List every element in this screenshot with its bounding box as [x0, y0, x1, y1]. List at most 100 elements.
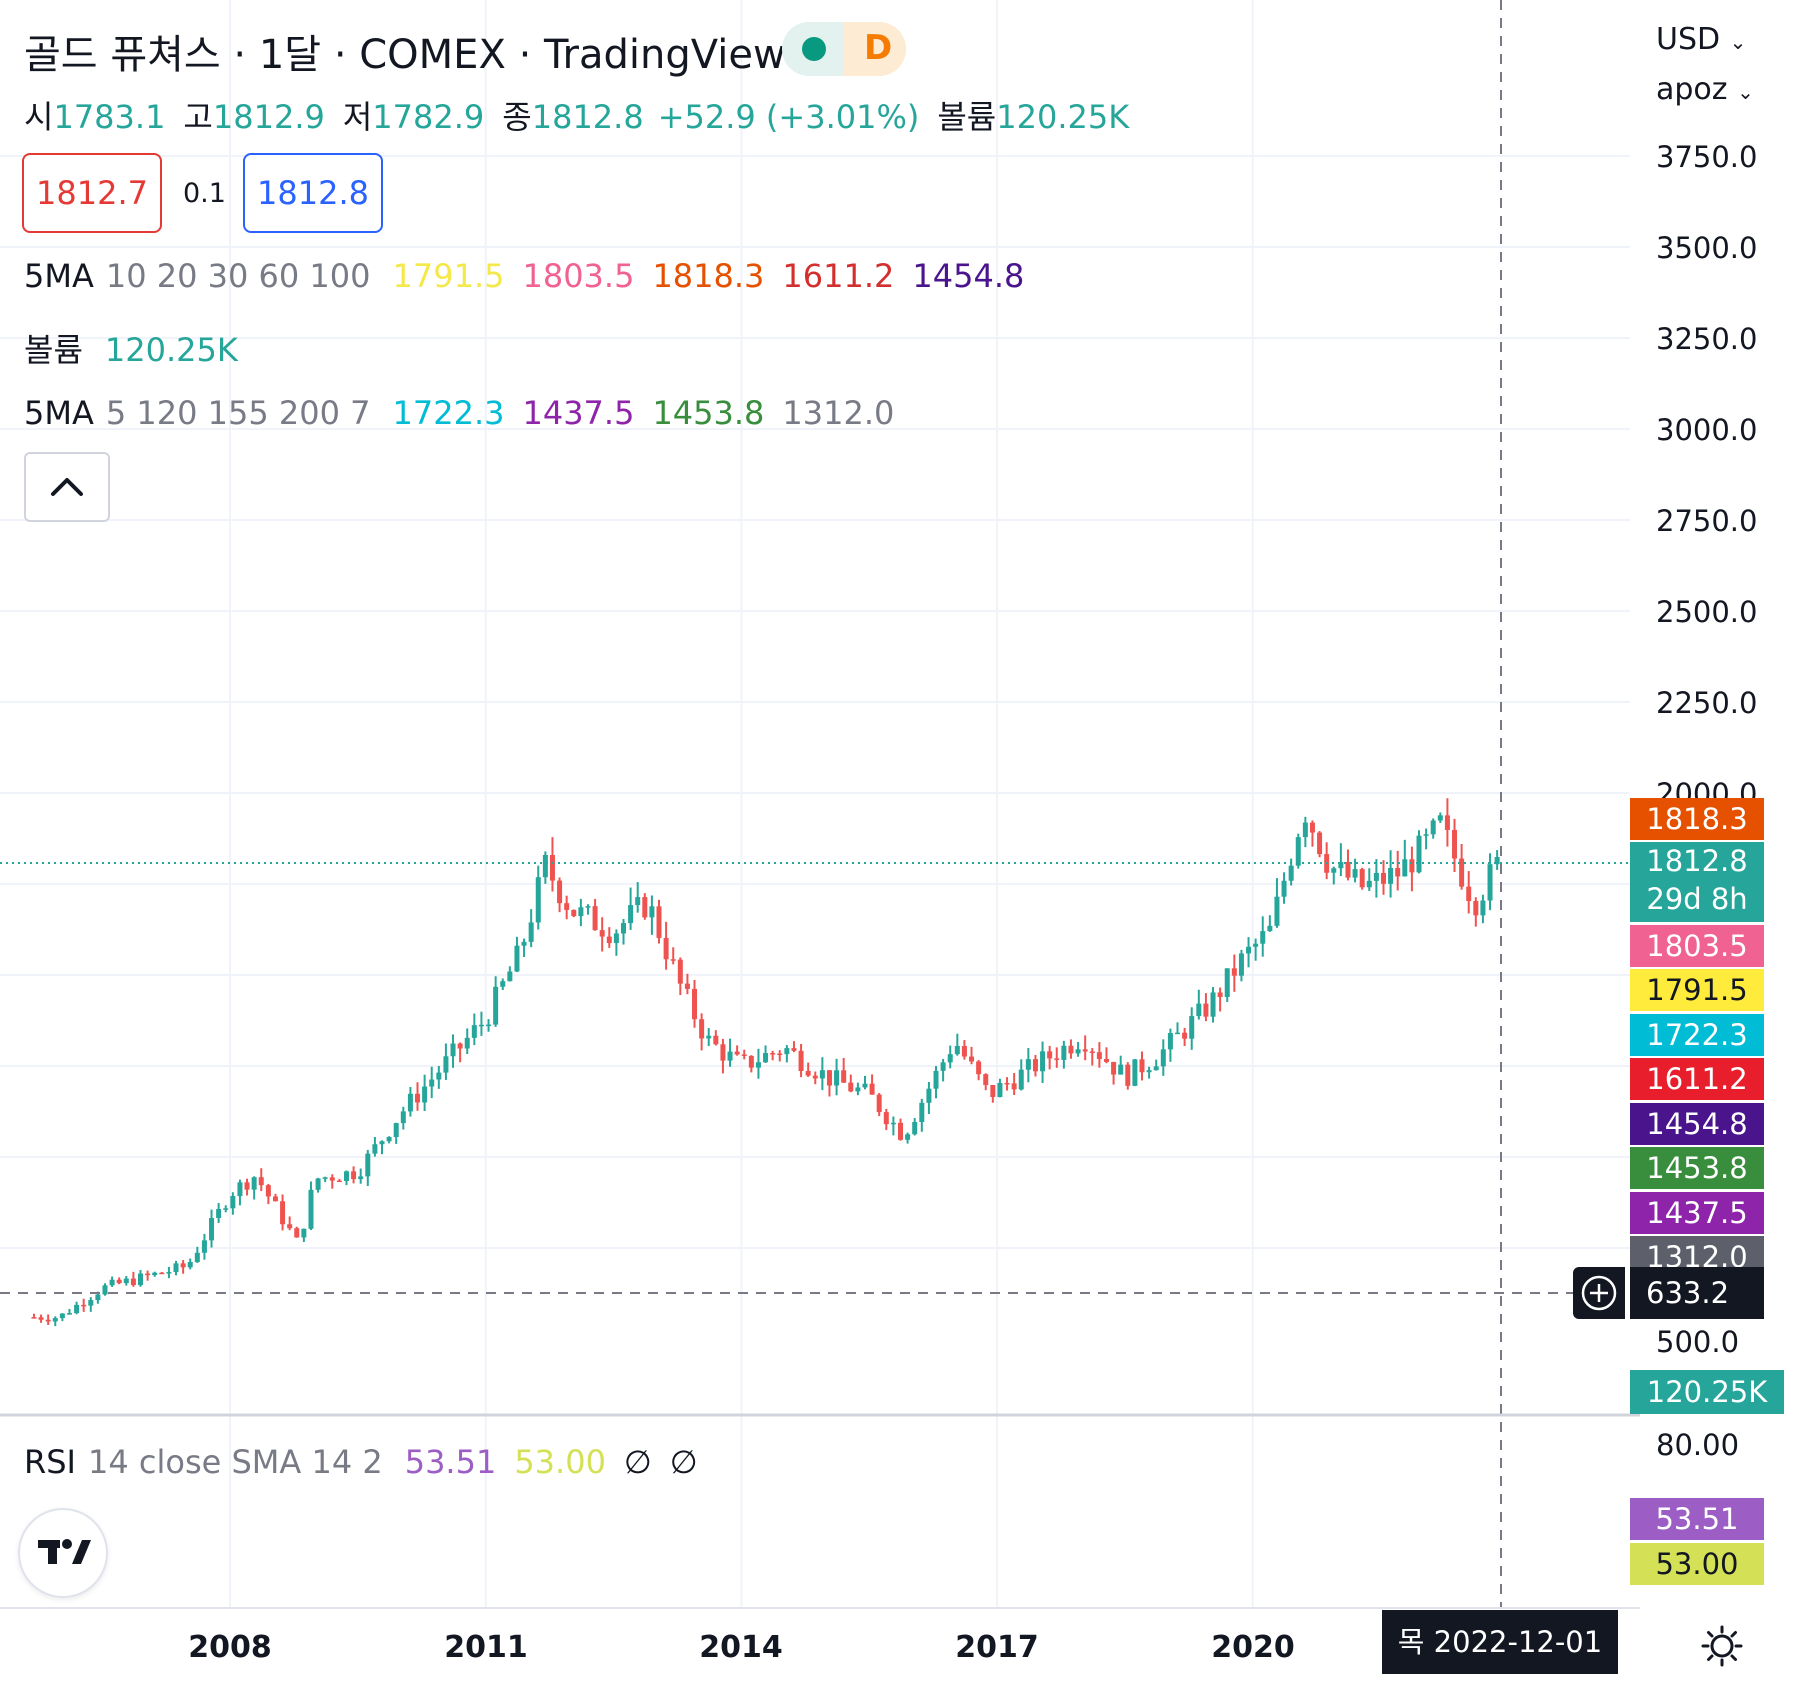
crosshair-add-button[interactable] — [1573, 1267, 1625, 1319]
candle-body — [237, 1182, 243, 1197]
ma-value: 1722.3 — [392, 394, 505, 432]
candle-body — [1111, 1061, 1117, 1075]
candle-body — [1103, 1058, 1109, 1062]
candle-body — [138, 1273, 144, 1286]
time-axis-tick: 2017 — [955, 1630, 1039, 1665]
candle-body — [1146, 1070, 1152, 1073]
collapse-legend-button[interactable] — [24, 452, 110, 522]
price-axis-tick: 2250.0 — [1656, 686, 1758, 720]
chevron-down-icon: ⌄ — [1729, 30, 1747, 54]
ma-value: 1454.8 — [912, 257, 1025, 295]
candle-body — [1061, 1045, 1067, 1060]
sell-button[interactable]: 1812.7 — [22, 153, 162, 233]
price-axis-tick: 3750.0 — [1656, 140, 1758, 174]
candle-body — [1416, 835, 1422, 873]
price-axis-tick: 3000.0 — [1656, 413, 1758, 447]
ma-value: 1818.3 — [652, 257, 765, 295]
volume-indicator-legend[interactable]: 볼륨 120.25K — [24, 325, 238, 371]
price-tag-ma5: 1722.3 — [1630, 1014, 1764, 1056]
candle-body — [159, 1272, 165, 1275]
candle-body — [351, 1171, 357, 1180]
candle-body — [1096, 1052, 1102, 1059]
candle-body — [1380, 872, 1386, 884]
candle-body — [777, 1053, 783, 1056]
candle-body — [1040, 1051, 1046, 1072]
candle-body — [1246, 946, 1252, 954]
price-tag-ma120: 1437.5 — [1630, 1192, 1764, 1234]
tradingview-logo-icon[interactable] — [18, 1508, 108, 1598]
rsi-sma-tag: 53.00 — [1630, 1543, 1764, 1585]
volume-indicator-value: 120.25K — [104, 331, 238, 369]
candle-body — [1196, 1003, 1202, 1017]
candle-body — [336, 1180, 342, 1183]
candle-body — [613, 933, 619, 944]
candle-body — [692, 988, 698, 1020]
candle-body — [1175, 1032, 1181, 1035]
time-axis-tick: 2020 — [1211, 1630, 1295, 1665]
indicator-name: 5MA — [24, 257, 94, 295]
candle-body — [1075, 1049, 1081, 1054]
candle-body — [947, 1054, 953, 1063]
candle-body — [102, 1285, 108, 1295]
candle-body — [834, 1070, 840, 1086]
rsi-sma-value: 53.00 — [514, 1443, 606, 1481]
candle-body — [592, 906, 598, 931]
candle-body — [599, 930, 605, 937]
candle-body — [1238, 953, 1244, 976]
candle-body — [1281, 880, 1287, 897]
price-tag-ma20: 1803.5 — [1630, 925, 1764, 967]
candle-body — [400, 1111, 406, 1124]
user-label: apoz — [1656, 72, 1728, 107]
candle-body — [1210, 992, 1216, 1017]
candle-body — [912, 1122, 918, 1135]
candle-body — [393, 1123, 399, 1138]
candle-body — [365, 1153, 371, 1177]
rsi-axis-tick: 80.00 — [1656, 1428, 1740, 1462]
candle-body — [1267, 925, 1273, 932]
currency-selector[interactable]: USD ⌄ — [1656, 22, 1746, 57]
buy-button[interactable]: 1812.8 — [243, 153, 383, 233]
candle-body — [201, 1240, 207, 1253]
ma-value: 1611.2 — [782, 257, 895, 295]
candle-body — [557, 880, 563, 904]
candle-body — [1047, 1051, 1053, 1059]
candle-body — [74, 1304, 80, 1314]
candle-body — [507, 971, 513, 982]
user-selector[interactable]: apoz ⌄ — [1656, 72, 1754, 107]
candle-body — [997, 1082, 1003, 1098]
ma2-indicator-legend[interactable]: 5MA 5 120 155 200 7 1722.3 1437.5 1453.8… — [24, 394, 894, 432]
candle-body — [869, 1083, 875, 1095]
open-label: 시 — [24, 98, 54, 136]
candle-body — [606, 936, 612, 944]
candle-body — [656, 906, 662, 938]
candle-body — [1317, 832, 1323, 855]
market-status-badge[interactable]: D — [782, 22, 906, 76]
candle-body — [1032, 1059, 1038, 1072]
candle-body — [841, 1070, 847, 1083]
candle-body — [848, 1082, 854, 1092]
chart-settings-button[interactable] — [1700, 1624, 1744, 1668]
candle-body — [1402, 859, 1408, 877]
indicator-params: 10 20 30 60 100 — [105, 257, 371, 295]
candle-body — [1452, 829, 1458, 859]
candle-body — [855, 1087, 861, 1092]
ma-indicator-legend[interactable]: 5MA 10 20 30 60 100 1791.5 1803.5 1818.3… — [24, 257, 1024, 295]
candle-body — [258, 1177, 264, 1186]
candle-body — [1359, 869, 1365, 888]
price-tag-last: 1812.8 29d 8h — [1630, 842, 1764, 922]
candle-body — [1160, 1049, 1166, 1067]
candle-body — [173, 1263, 179, 1273]
volume-value: 120.25K — [996, 98, 1130, 136]
candle-body — [1409, 859, 1415, 873]
candle-body — [1459, 858, 1465, 887]
ma-value: 1312.0 — [782, 394, 895, 432]
candle-body — [791, 1048, 797, 1051]
rsi-indicator-legend[interactable]: RSI 14 close SMA 14 2 53.51 53.00 ∅ ∅ — [24, 1443, 698, 1481]
candle-body — [514, 945, 520, 972]
na-value: ∅ — [669, 1443, 698, 1481]
candle-body — [1025, 1059, 1031, 1070]
candle-body — [329, 1177, 335, 1181]
candle-body — [436, 1072, 442, 1080]
candle-body — [1473, 901, 1479, 916]
